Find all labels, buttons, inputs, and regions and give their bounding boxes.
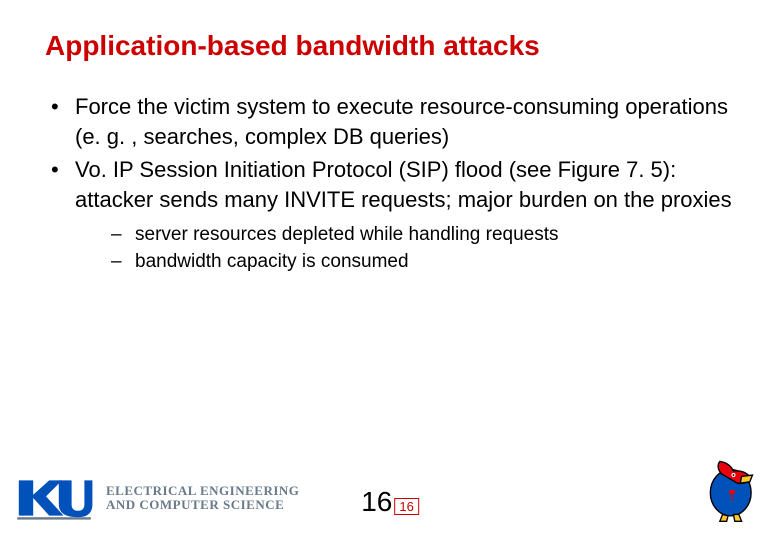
sub-bullet-item: bandwidth capacity is consumed [75, 248, 735, 276]
sub-bullet-item: server resources depleted while handling… [75, 221, 735, 249]
bullet-list: Force the victim system to execute resou… [45, 92, 735, 276]
slide-footer: ELECTRICAL ENGINEERING AND COMPUTER SCIE… [0, 450, 780, 530]
sub-bullet-list: server resources depleted while handling… [75, 221, 735, 276]
slide: { "title": { "text": "Application-based … [0, 0, 780, 540]
bullet-text: Vo. IP Session Initiation Protocol (SIP)… [75, 157, 732, 212]
dept-line1: ELECTRICAL ENGINEERING [106, 484, 299, 498]
dept-line2: AND COMPUTER SCIENCE [106, 498, 299, 512]
ku-dept-logo: ELECTRICAL ENGINEERING AND COMPUTER SCIE… [10, 474, 299, 522]
page-number-small: 16 [394, 498, 418, 515]
page-number-large: 16 [361, 486, 392, 518]
page-number: 16 16 [361, 486, 419, 518]
slide-title: Application-based bandwidth attacks [45, 30, 735, 62]
bullet-item: Force the victim system to execute resou… [45, 92, 735, 151]
ku-monogram-icon [10, 474, 98, 522]
department-name: ELECTRICAL ENGINEERING AND COMPUTER SCIE… [106, 484, 299, 513]
bullet-item: Vo. IP Session Initiation Protocol (SIP)… [45, 155, 735, 275]
jayhawk-icon [694, 456, 762, 524]
